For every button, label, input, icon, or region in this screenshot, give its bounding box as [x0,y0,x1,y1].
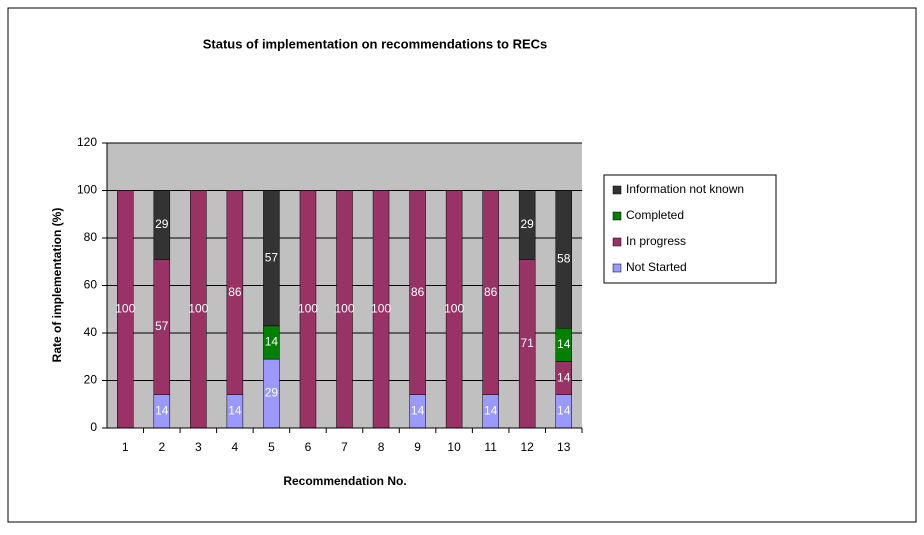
legend-swatch [612,185,622,195]
bar-segment [263,190,280,327]
data-label: 29 [155,217,169,231]
bar-segment [555,190,572,329]
data-label: 14 [228,404,242,418]
data-label: 100 [444,301,464,315]
x-tick-label: 12 [521,440,535,454]
data-label: 100 [298,301,318,315]
x-tick-label: 5 [268,440,275,454]
x-tick-label: 1 [122,440,129,454]
data-label: 29 [521,217,535,231]
x-tick-label: 9 [414,440,421,454]
data-label: 100 [334,301,354,315]
legend-label: In progress [626,234,686,248]
x-tick-label: 10 [447,440,461,454]
y-tick-label: 20 [84,373,98,387]
bar-segment [409,190,426,395]
data-label: 29 [265,386,279,400]
bar-segment [226,190,244,395]
legend-swatch [612,237,622,247]
data-label: 86 [228,285,242,299]
x-tick-label: 13 [557,440,571,454]
legend-label: Not Started [626,260,687,274]
x-tick-label: 6 [305,440,312,454]
data-label: 100 [188,301,208,315]
chart-title: Status of implementation on recommendati… [203,36,548,51]
legend-label: Information not known [626,182,744,196]
x-tick-label: 8 [378,440,385,454]
legend-label: Completed [626,208,684,222]
data-label: 14 [411,404,425,418]
y-tick-label: 80 [84,230,98,244]
data-label: 57 [265,250,279,264]
x-tick-label: 4 [232,440,239,454]
legend-swatch [612,211,622,221]
data-label: 14 [557,337,571,351]
x-tick-label: 7 [341,440,348,454]
data-label: 14 [265,335,279,349]
y-tick-label: 0 [90,420,97,434]
data-label: 57 [155,319,169,333]
y-tick-label: 40 [84,325,98,339]
data-label: 86 [484,285,498,299]
bar-segment [518,190,536,260]
x-tick-label: 3 [195,440,202,454]
bar-segment [482,190,499,395]
data-label: 100 [115,301,135,315]
data-label: 71 [521,336,535,350]
legend-swatch [612,263,622,273]
bar-segment [153,190,171,260]
y-axis-label: Rate of implementation (%) [50,208,64,363]
x-axis-label: Recommendation No. [283,474,406,488]
y-tick-label: 120 [77,135,97,149]
y-tick-label: 100 [77,183,97,197]
data-label: 86 [411,285,425,299]
data-label: 14 [557,370,571,384]
y-tick-label: 60 [84,278,98,292]
legend-box [603,174,777,284]
data-label: 100 [371,301,391,315]
x-tick-label: 2 [158,440,165,454]
x-tick-label: 11 [484,440,497,454]
data-label: 14 [484,404,498,418]
data-label: 14 [155,404,169,418]
data-label: 14 [557,404,571,418]
data-label: 58 [557,252,571,266]
